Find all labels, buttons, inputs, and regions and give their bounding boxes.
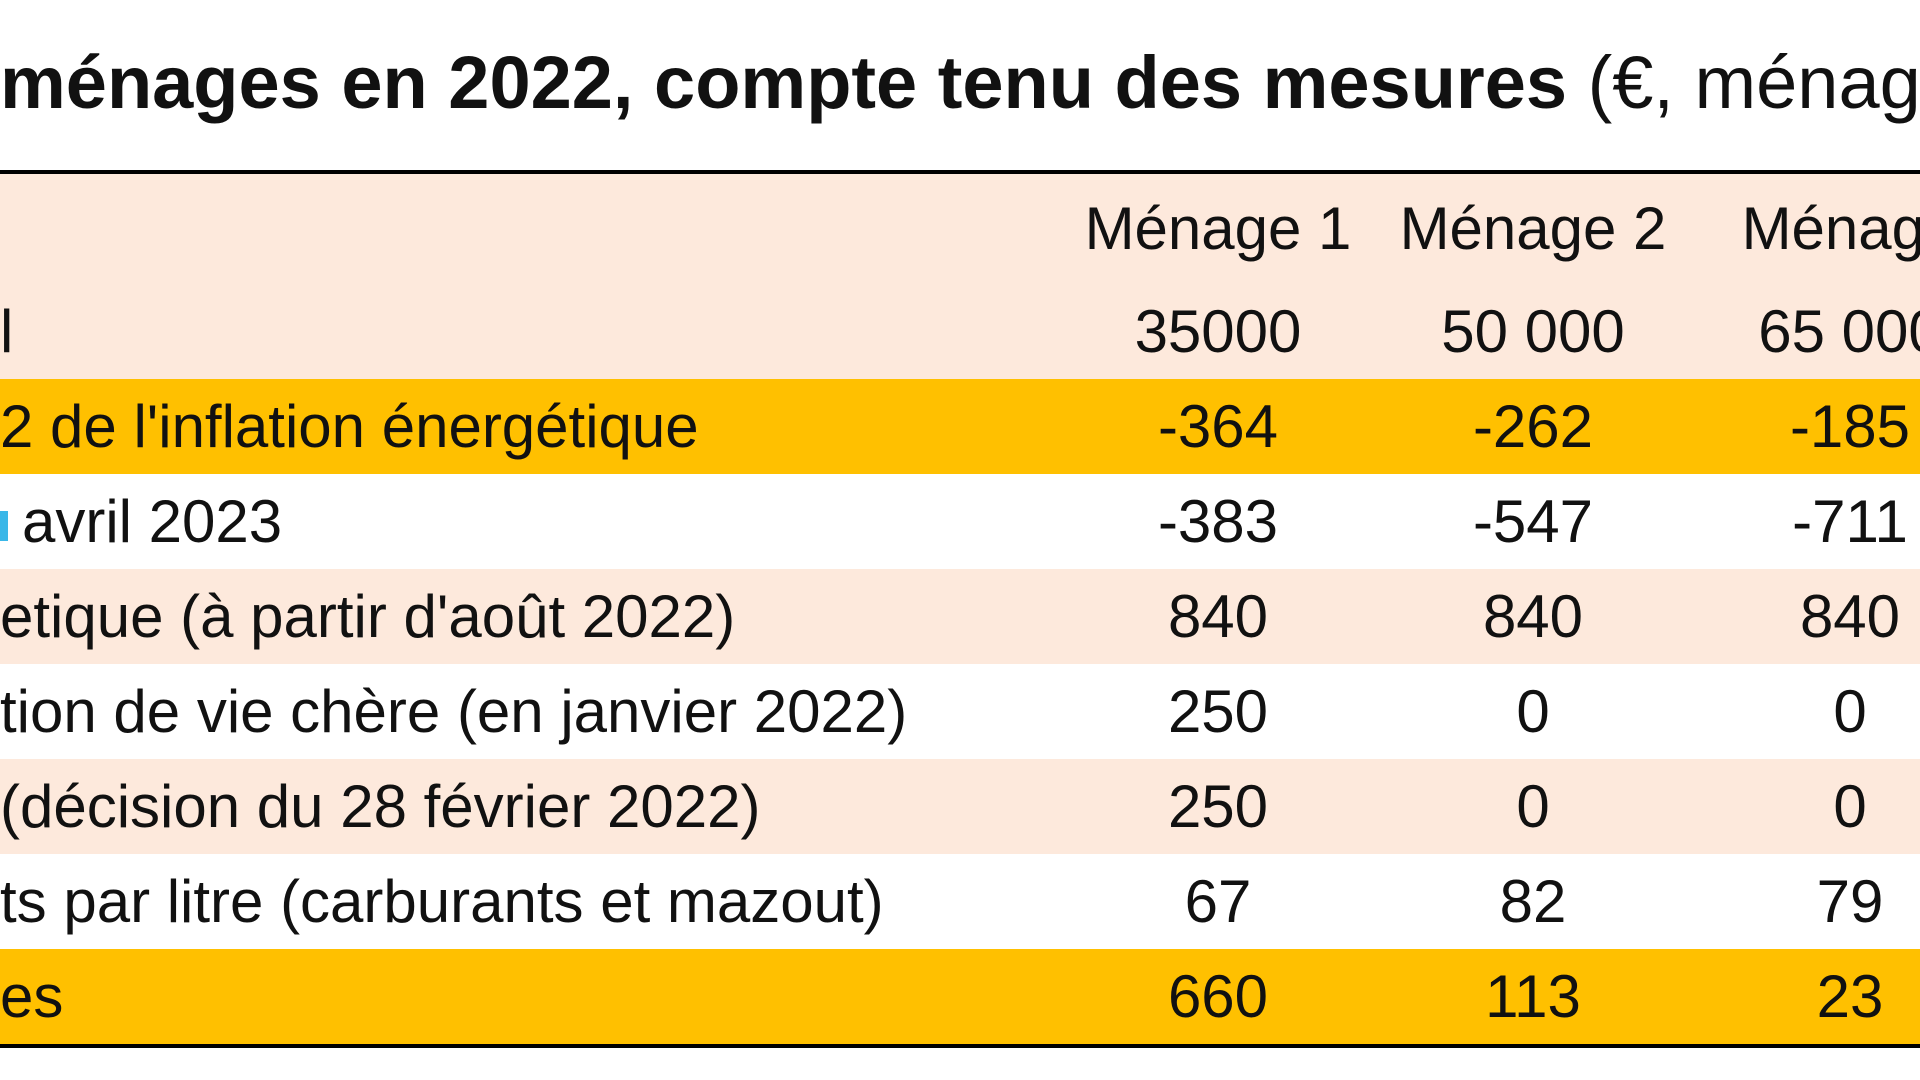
- cell-menage-3: 79: [1816, 868, 1884, 935]
- title-bold: ménages en 2022, compte tenu des mesures: [0, 41, 1568, 124]
- row-label: es: [0, 963, 64, 1030]
- row-label: ts par litre (carburants et mazout): [0, 868, 884, 935]
- cell-menage-3: 0: [1833, 773, 1867, 840]
- cell-menage-1: 35000: [1134, 298, 1302, 365]
- household-table: Ménage 1 Ménage 2 Ménage l 35000 50 000 …: [0, 170, 1920, 1048]
- cell-menage-2: 0: [1516, 678, 1550, 745]
- table-row-vie-chere: tion de vie chère (en janvier 2022) 250 …: [0, 664, 1920, 759]
- cell-menage-3: 0: [1833, 678, 1867, 745]
- cell-menage-3: 840: [1799, 583, 1901, 650]
- cell-menage-1: 660: [1167, 963, 1269, 1030]
- cell-menage-2: 50 000: [1441, 298, 1625, 365]
- table-title: ménages en 2022, compte tenu des mesures…: [0, 28, 1920, 138]
- cell-menage-3: 23: [1816, 963, 1884, 1030]
- table-row-decision-28-fevrier: (décision du 28 février 2022) 250 0 0: [0, 759, 1920, 854]
- row-label: l: [0, 298, 14, 365]
- title-unit: (€, ménag: [1567, 41, 1920, 124]
- table-row-total: es 660 113 23: [0, 949, 1920, 1048]
- cell-menage-2: 113: [1485, 963, 1581, 1030]
- cell-menage-1: 840: [1167, 583, 1269, 650]
- cell-menage-1: -383: [1157, 488, 1279, 555]
- table-row-inflation-energetique: 2 de l'inflation énergétique -364 -262 -…: [0, 379, 1920, 474]
- row-label: avril 2023: [0, 474, 282, 569]
- cell-menage-2: 840: [1482, 583, 1584, 650]
- cell-menage-2: 0: [1516, 773, 1550, 840]
- row-label: tion de vie chère (en janvier 2022): [0, 678, 908, 745]
- table-row-revenu: l 35000 50 000 65 000: [0, 284, 1920, 379]
- cell-menage-1: 67: [1184, 868, 1252, 935]
- column-header-menage-3: Ménage: [1741, 195, 1920, 262]
- cell-menage-3: 65 000: [1758, 298, 1920, 365]
- table-row-carburants: ts par litre (carburants et mazout) 67 8…: [0, 854, 1920, 949]
- cell-menage-2: 82: [1499, 868, 1567, 935]
- table-row-avril-2023: avril 2023 -383 -547 -711: [0, 474, 1920, 569]
- row-label: (décision du 28 février 2022): [0, 773, 761, 840]
- cell-menage-3: -711: [1792, 488, 1908, 555]
- row-label-text: avril 2023: [22, 488, 283, 555]
- column-header-menage-2: Ménage 2: [1399, 195, 1667, 262]
- accent-mark: [0, 511, 8, 542]
- cell-menage-2: -262: [1472, 393, 1594, 460]
- row-label: etique (à partir d'août 2022): [0, 583, 736, 650]
- cell-menage-1: -364: [1157, 393, 1279, 460]
- cell-menage-1: 250: [1167, 773, 1269, 840]
- table-header-row: Ménage 1 Ménage 2 Ménage: [0, 174, 1920, 284]
- table-row-cheque-energetique: etique (à partir d'août 2022) 840 840 84…: [0, 569, 1920, 664]
- cell-menage-2: -547: [1472, 488, 1594, 555]
- column-header-menage-1: Ménage 1: [1084, 195, 1352, 262]
- cell-menage-3: -185: [1789, 393, 1911, 460]
- cell-menage-1: 250: [1167, 678, 1269, 745]
- row-label: 2 de l'inflation énergétique: [0, 393, 699, 460]
